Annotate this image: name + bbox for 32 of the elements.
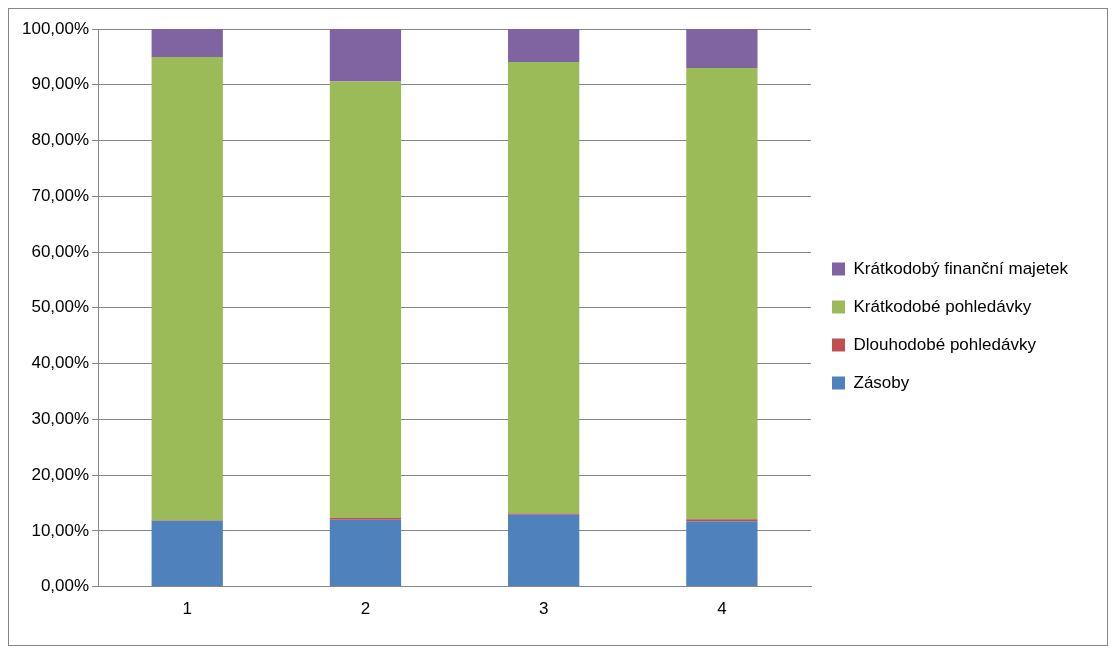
x-tick-label: 3: [538, 599, 549, 619]
y-tick-label: 90,00%: [31, 74, 90, 94]
x-tick-label: 1: [182, 599, 192, 619]
bar: [686, 519, 758, 522]
bar: [151, 520, 223, 587]
y-tick-label: 100,00%: [21, 18, 90, 38]
y-tick-label: 0,00%: [40, 576, 90, 596]
legend-label: Krátkodobé pohledávky: [853, 296, 1032, 316]
bar: [151, 56, 223, 521]
bar: [508, 514, 580, 587]
y-tick-label: 40,00%: [31, 353, 90, 373]
y-tick-label: 20,00%: [31, 464, 90, 484]
x-tick-label: 2: [360, 599, 371, 619]
y-tick-label: 60,00%: [31, 241, 90, 261]
y-tick-label: 50,00%: [31, 297, 90, 317]
bar: [686, 29, 758, 69]
bar: [329, 29, 402, 82]
y-tick-label: 80,00%: [31, 130, 90, 150]
bar: [508, 29, 580, 62]
y-tick-label: 70,00%: [31, 185, 90, 205]
legend-label: Dlouhodobé pohledávky: [853, 334, 1037, 354]
x-tick-label: 4: [717, 599, 727, 619]
legend-label: Zásoby: [853, 372, 910, 392]
bar: [151, 29, 223, 57]
bar: [329, 81, 402, 519]
legend-label: Krátkodobý finanční majetek: [853, 258, 1069, 278]
bar: [329, 519, 402, 587]
bar: [686, 68, 758, 520]
bar: [686, 521, 758, 587]
y-tick-label: 30,00%: [31, 409, 90, 429]
y-tick-label: 10,00%: [31, 520, 90, 540]
bar: [508, 61, 580, 514]
